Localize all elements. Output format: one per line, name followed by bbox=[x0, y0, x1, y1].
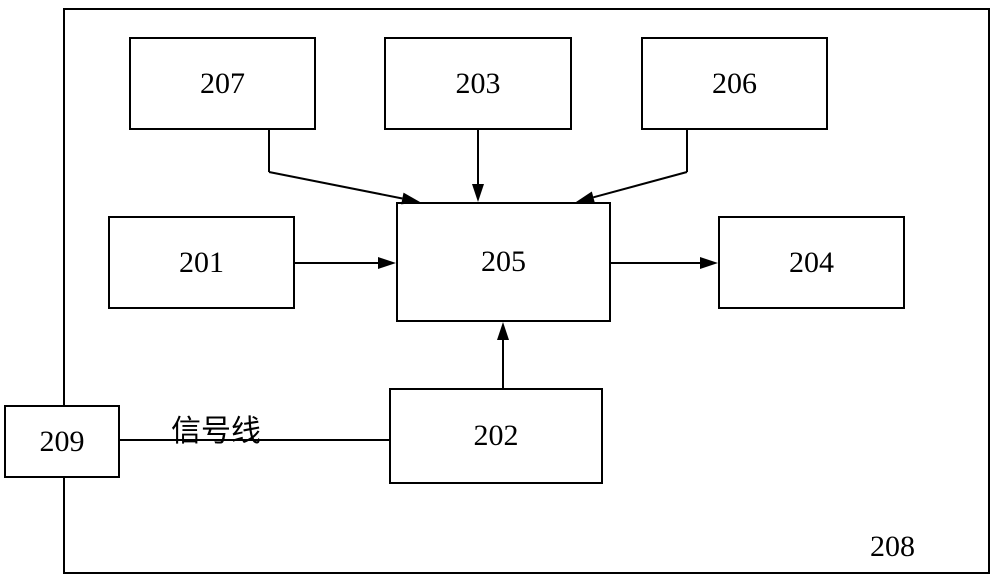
node-205: 205 bbox=[396, 202, 611, 322]
node-209-label: 209 bbox=[40, 425, 85, 459]
node-201: 201 bbox=[108, 216, 295, 309]
node-206-label: 206 bbox=[712, 67, 757, 101]
signal-line-label-text: 信号线 bbox=[171, 415, 261, 448]
node-203-label: 203 bbox=[456, 67, 501, 101]
node-207: 207 bbox=[129, 37, 316, 130]
outer-container-label-text: 208 bbox=[870, 530, 915, 563]
diagram-stage: 207 203 206 201 205 204 202 209 208 信号线 bbox=[0, 0, 1000, 584]
node-204-label: 204 bbox=[789, 246, 834, 280]
node-201-label: 201 bbox=[179, 246, 224, 280]
node-203: 203 bbox=[384, 37, 572, 130]
node-202-label: 202 bbox=[474, 419, 519, 453]
outer-container-label: 208 bbox=[870, 530, 915, 564]
node-205-label: 205 bbox=[481, 245, 526, 279]
node-202: 202 bbox=[389, 388, 603, 484]
node-204: 204 bbox=[718, 216, 905, 309]
node-209: 209 bbox=[4, 405, 120, 478]
node-207-label: 207 bbox=[200, 67, 245, 101]
node-206: 206 bbox=[641, 37, 828, 130]
signal-line-label: 信号线 bbox=[171, 406, 261, 450]
